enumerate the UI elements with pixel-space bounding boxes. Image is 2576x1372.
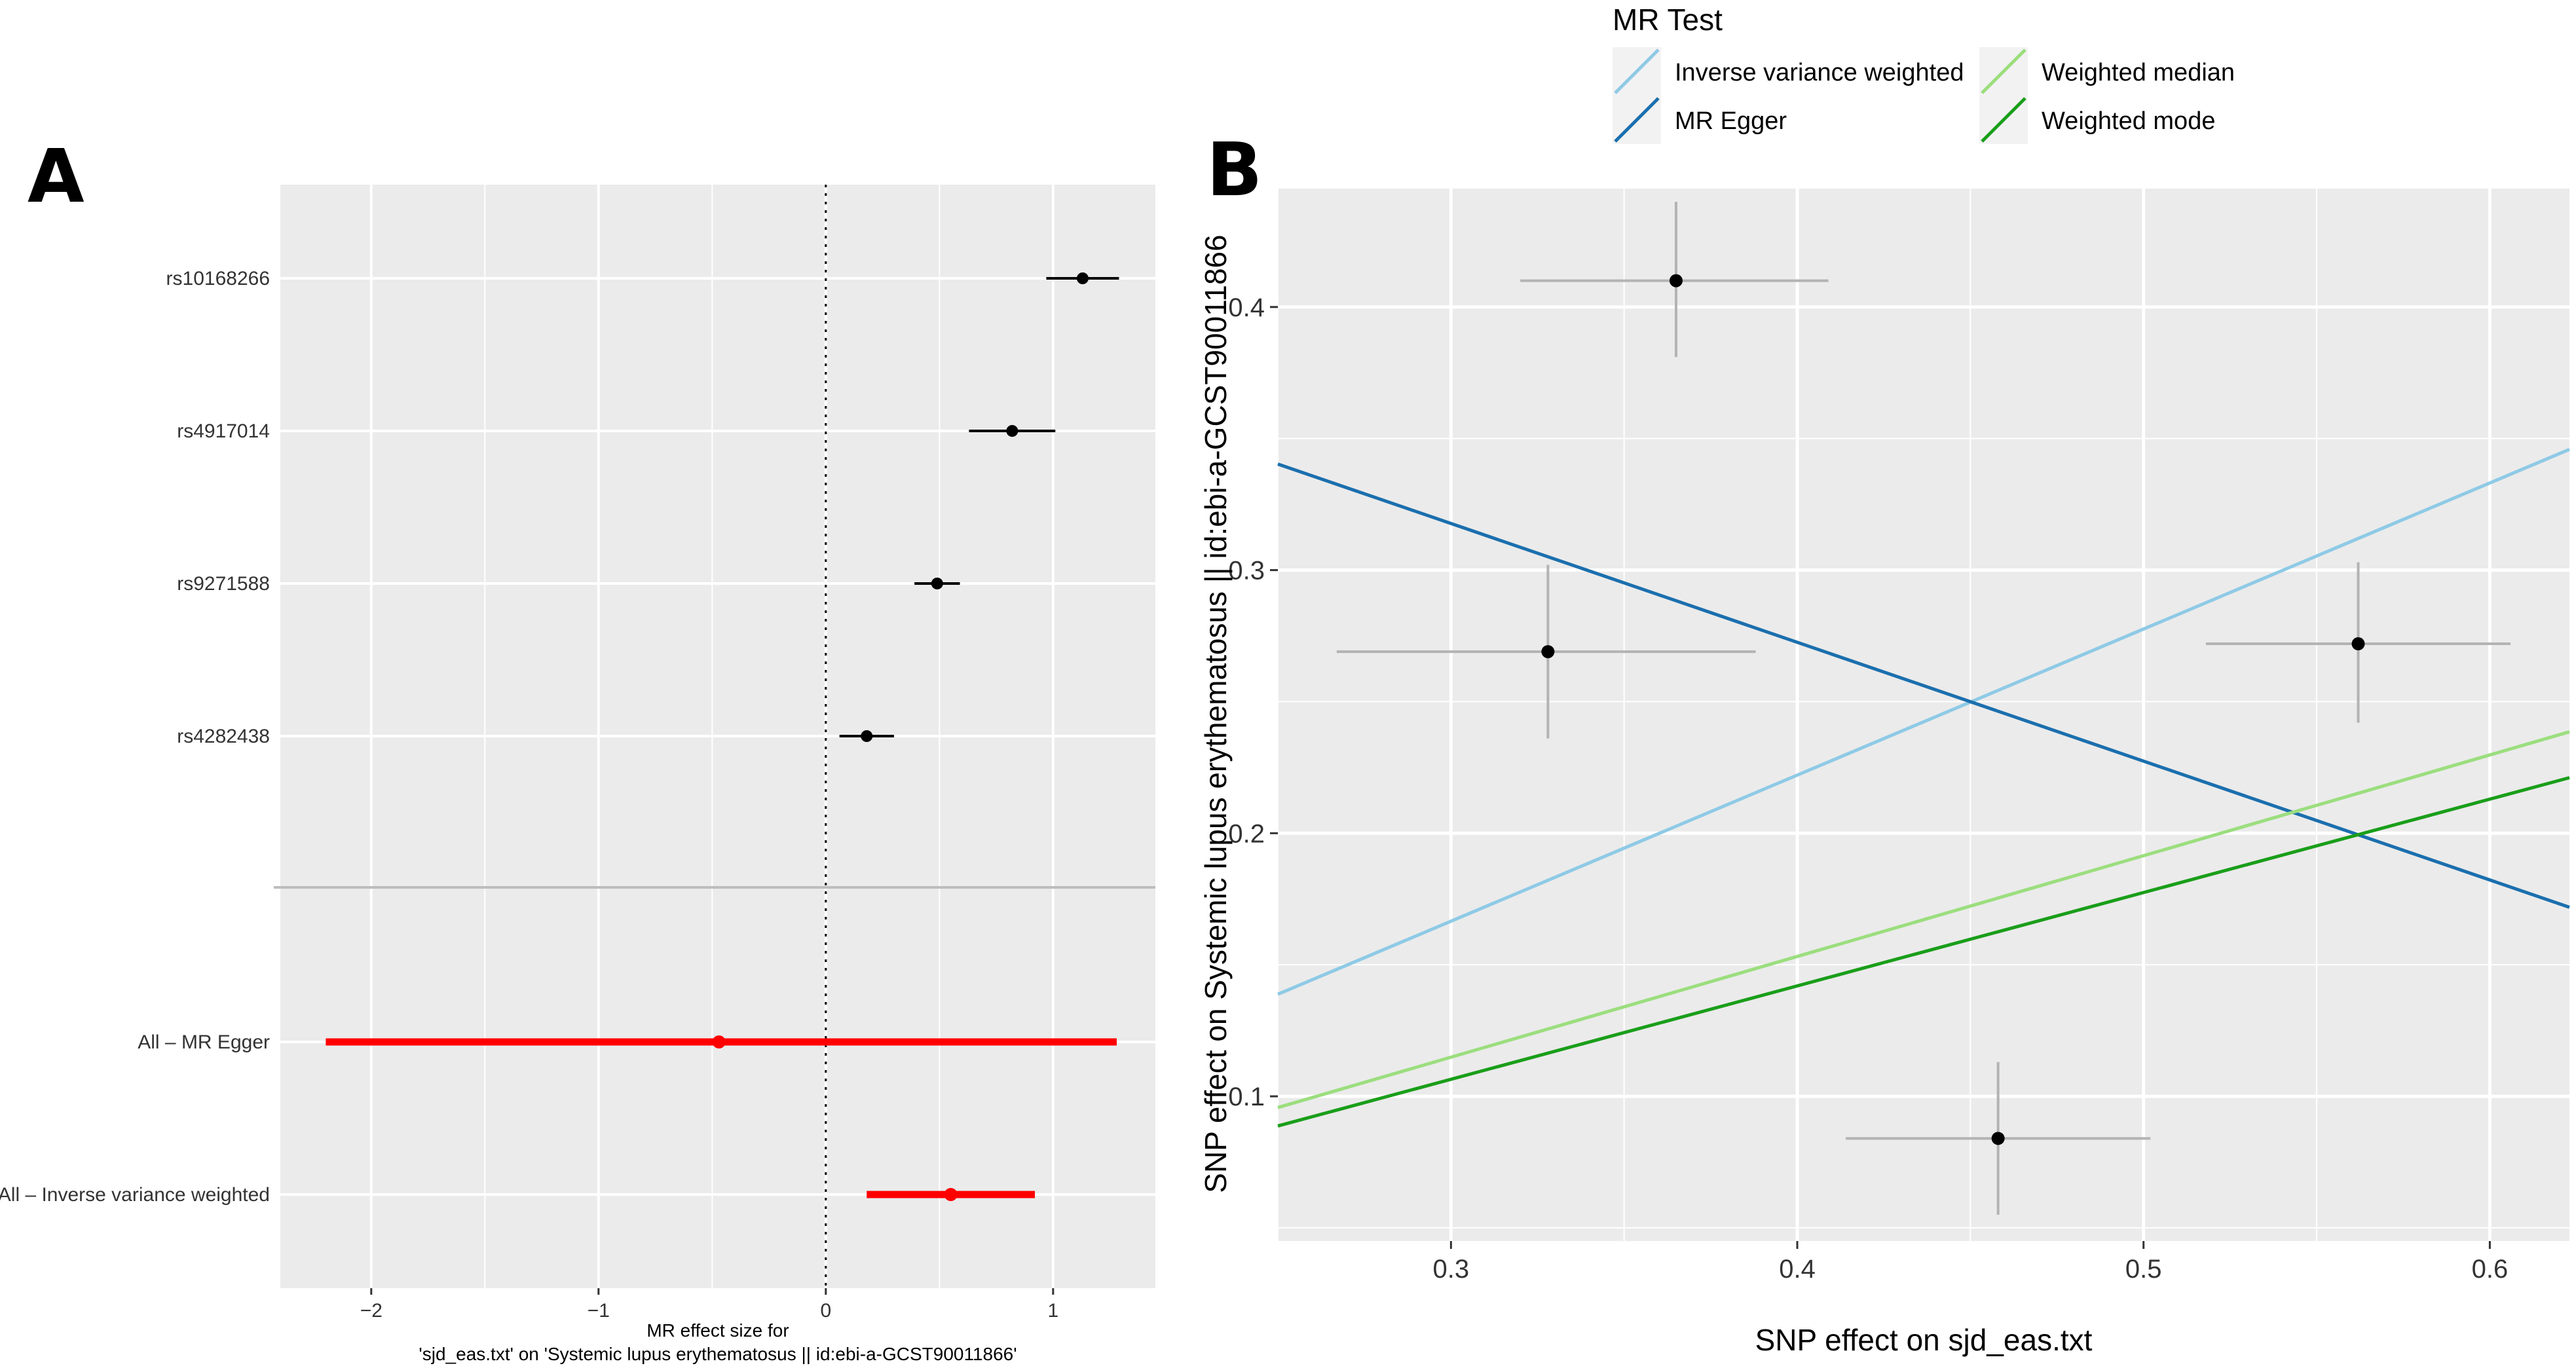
panel-a-x-ticks: −2 −1 0 1 [360,1288,1058,1322]
panel-b-x-ticks: 0.3 0.4 0.5 0.6 [1433,1241,2509,1284]
snp-point [1991,1132,2005,1145]
method-label: All – MR Egger [138,1031,270,1053]
panel-a-row-labels: rs10168266 rs4917014 rs9271588 rs4282438 All… [0,268,270,1206]
method-label: All – Inverse variance weighted [0,1184,270,1206]
legend-label: Inverse variance weighted [1675,59,1964,86]
legend-entries: Inverse variance weighted MR Egger Weighte… [1613,47,2235,144]
panel-a-x-tick-label: −2 [360,1300,383,1322]
panel-a-x-axis-title-line1: MR effect size for [646,1320,789,1341]
legend-key-line [1614,48,1660,94]
panel-b-x-axis-title: SNP effect on sjd_eas.txt [1755,1323,2093,1357]
mr-line [1277,447,2570,996]
panel-b-y-tick-label: 0.4 [1228,293,1265,322]
panel-b-points [1336,202,2511,1215]
legend: MR Test Inverse variance weighted MR Egge… [1613,3,2235,144]
snp-label: rs4282438 [177,726,270,747]
snp-point [2351,637,2365,651]
panel-b-y-tick-label: 0.1 [1228,1083,1265,1111]
panel-b-letter: B [1206,128,1262,213]
panel-b-x-tick-label: 0.5 [2125,1255,2162,1284]
snp-point [1076,272,1089,284]
panel-b-y-tick-label: 0.3 [1228,557,1265,585]
panel-a-x-tick-label: 0 [820,1300,831,1322]
snp-label: rs10168266 [166,268,270,289]
legend-label: Weighted mode [2042,107,2215,135]
legend-key-line [1614,97,1660,143]
panel-b-y-ticks: 0.1 0.2 0.3 0.4 [1228,293,1278,1111]
panel-b-regression-lines [1277,447,2570,1128]
panel-b-background [1278,189,2569,1241]
snp-point [861,730,873,742]
legend-key-line [1981,97,2026,143]
legend-key-line [1981,48,2026,94]
panel-b: 0.3 0.4 0.5 0.6 0.1 0.2 0.3 0.4 B SNP effect o… [1199,128,2570,1357]
snp-label: rs9271588 [177,573,270,595]
panel-a-x-tick-label: −1 [588,1300,610,1322]
method-point [712,1035,726,1048]
panel-a-marks [326,272,1119,1201]
panel-a: rs10168266 rs4917014 rs9271588 rs4282438 All… [0,134,1155,1364]
panel-b-x-tick-label: 0.4 [1779,1255,1816,1284]
panel-a-x-axis-title-line2: 'sjd_eas.txt' on 'Systemic lupus erythem… [419,1344,1017,1364]
legend-label: MR Egger [1675,107,1787,135]
panel-b-x-tick-label: 0.6 [2472,1255,2509,1284]
panel-b-y-tick-label: 0.2 [1228,819,1265,848]
snp-point [1669,274,1683,287]
panel-b-x-tick-label: 0.3 [1433,1255,1470,1284]
mr-line [1277,462,2570,909]
panel-a-letter: A [28,134,84,219]
legend-title: MR Test [1613,3,1723,37]
method-point [944,1188,958,1201]
snp-point [1541,645,1555,659]
snp-point [931,578,943,589]
snp-point [1006,425,1018,437]
snp-label: rs4917014 [177,420,270,442]
panel-b-y-axis-title: SNP effect on Systemic lupus erythematos… [1199,234,1233,1193]
panel-a-x-tick-label: 1 [1048,1300,1059,1322]
mr-line [1277,776,2570,1128]
mr-line [1277,730,2570,1109]
legend-label: Weighted median [2042,59,2235,86]
